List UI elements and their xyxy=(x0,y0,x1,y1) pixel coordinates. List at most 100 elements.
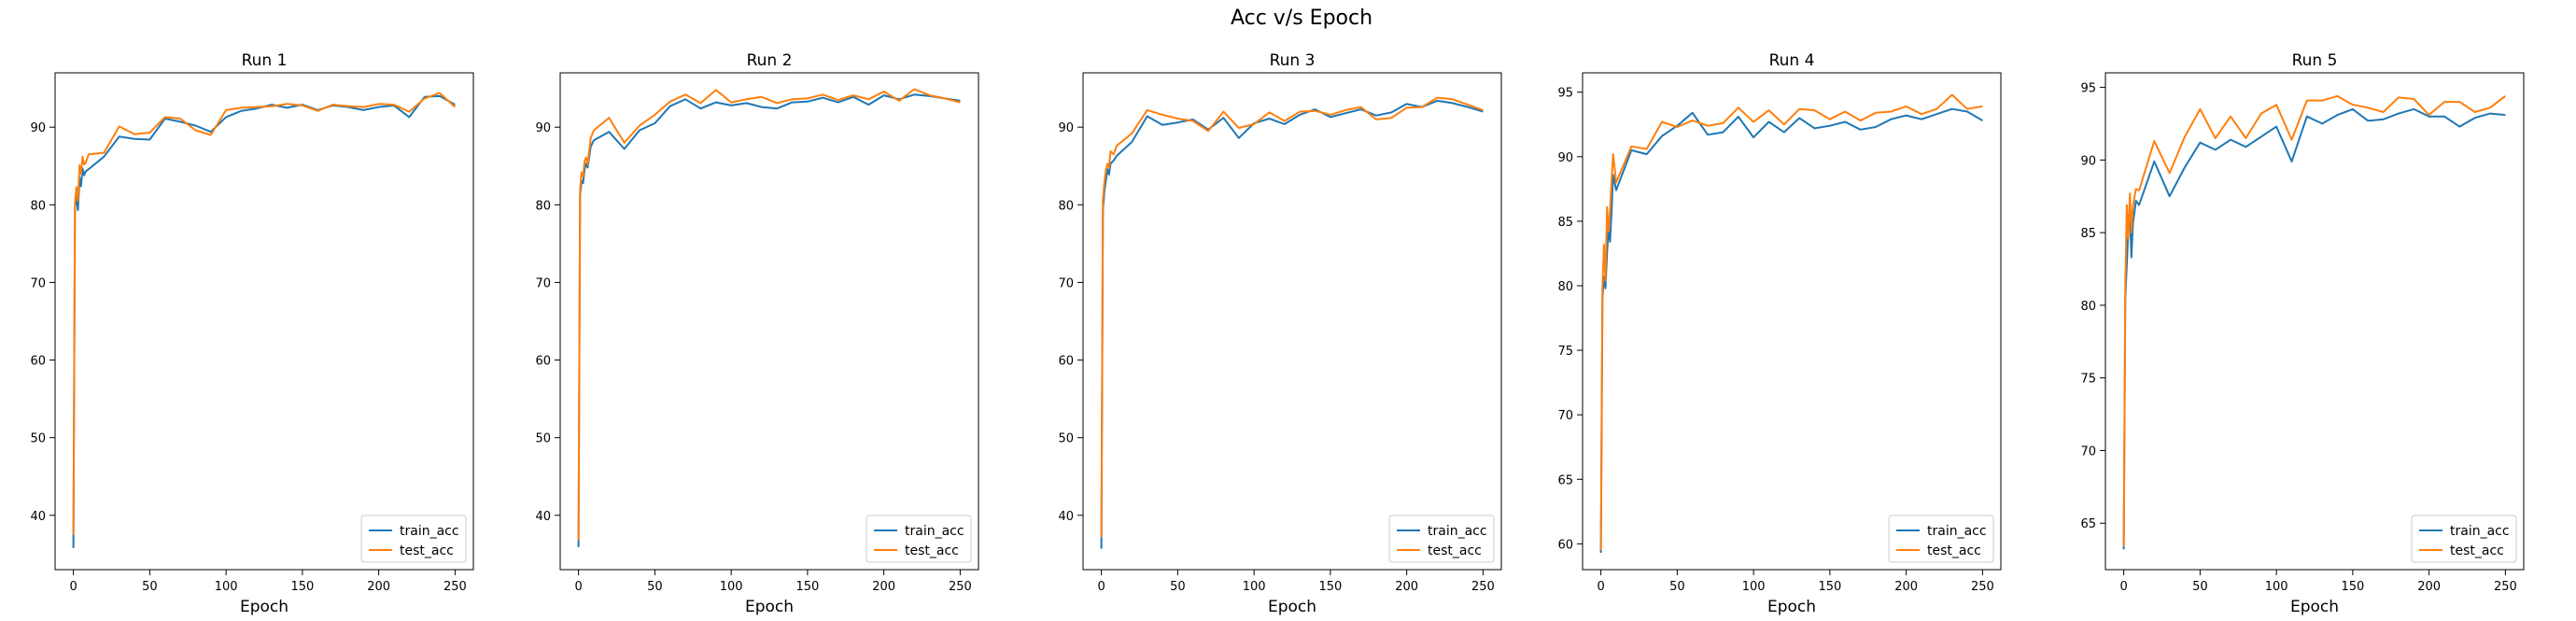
y-tick-label: 50 xyxy=(1058,432,1074,446)
x-tick-label: 100 xyxy=(1742,580,1766,594)
y-tick-label: 70 xyxy=(535,276,551,290)
y-tick-label: 90 xyxy=(535,121,551,135)
x-tick-label: 250 xyxy=(443,580,467,594)
y-tick-label: 75 xyxy=(1557,345,1573,359)
subplot-run-3: Run 3 0 50 100 150 200 250 40 50 60 70 80 90 Epoch tra… xyxy=(1058,51,1502,616)
x-tick-label: 200 xyxy=(367,580,390,594)
y-tick-label: 80 xyxy=(535,199,551,213)
axes-frame xyxy=(559,72,979,571)
x-tick-label: 250 xyxy=(2494,580,2517,594)
legend: train_acc test_acc xyxy=(1888,515,1994,563)
legend-label-train-acc: train_acc xyxy=(1428,524,1487,539)
x-tick-label: 50 xyxy=(2192,580,2208,594)
x-tick-label: 50 xyxy=(1170,580,1186,594)
y-tick-label: 60 xyxy=(535,355,551,369)
series-line-train-acc xyxy=(1599,107,1983,554)
y-tick-label: 90 xyxy=(30,121,46,135)
y-tick-label: 85 xyxy=(1557,216,1573,230)
axes-frame xyxy=(54,72,474,571)
y-tick-label: 85 xyxy=(2080,227,2096,241)
x-tick-label: 0 xyxy=(574,580,582,594)
legend-label-test-acc: test_acc xyxy=(400,543,454,558)
x-tick-label: 50 xyxy=(647,580,663,594)
x-axis-label: Epoch xyxy=(1767,598,1816,616)
x-tick-label: 150 xyxy=(795,580,819,594)
y-tick-label: 90 xyxy=(1058,121,1074,135)
axes-frame xyxy=(1582,72,2002,571)
x-tick-label: 250 xyxy=(1971,580,1994,594)
subplot-title: Run 2 xyxy=(747,51,793,70)
y-tick-label: 95 xyxy=(1557,87,1573,101)
x-tick-label: 100 xyxy=(215,580,238,594)
legend-label-train-acc: train_acc xyxy=(2450,524,2510,539)
x-tick-label: 250 xyxy=(949,580,972,594)
x-tick-label: 50 xyxy=(1669,580,1685,594)
x-tick-label: 200 xyxy=(1395,580,1418,594)
y-tick-label: 60 xyxy=(1058,355,1074,369)
legend-label-test-acc: test_acc xyxy=(2450,543,2504,558)
y-tick-label: 70 xyxy=(1058,276,1074,290)
y-tick-label: 65 xyxy=(1557,473,1573,487)
y-tick-label: 95 xyxy=(2080,82,2096,96)
legend-label-train-acc: train_acc xyxy=(400,524,459,539)
axes-frame xyxy=(2104,72,2525,571)
x-tick-label: 250 xyxy=(1471,580,1495,594)
y-tick-label: 50 xyxy=(30,432,46,446)
y-tick-label: 65 xyxy=(2080,517,2096,531)
x-tick-label: 200 xyxy=(2417,580,2441,594)
x-tick-label: 150 xyxy=(2341,580,2364,594)
series-line-train-acc xyxy=(72,94,456,548)
legend-label-test-acc: test_acc xyxy=(905,543,959,558)
series-line-train-acc xyxy=(577,93,961,547)
y-tick-label: 70 xyxy=(2080,445,2096,459)
legend: train_acc test_acc xyxy=(360,515,467,563)
subplot-run-5: Run 5 0 50 100 150 200 250 65 70 75 80 85 90 95 Epoch t… xyxy=(2080,51,2525,616)
legend: train_acc test_acc xyxy=(2411,515,2517,563)
y-tick-label: 90 xyxy=(2080,154,2096,168)
series-line-train-acc xyxy=(1100,99,1484,549)
subplot-run-4: Run 4 0 50 100 150 200 250 60 65 70 75 80 85 90 95 Epoc… xyxy=(1557,51,2002,616)
x-tick-label: 50 xyxy=(142,580,158,594)
y-tick-label: 70 xyxy=(1557,409,1573,423)
y-tick-label: 75 xyxy=(2080,373,2096,387)
legend: train_acc test_acc xyxy=(1388,515,1495,563)
axes-frame xyxy=(1082,72,1502,571)
x-tick-label: 150 xyxy=(290,580,314,594)
series-line-test-acc xyxy=(577,88,961,541)
y-tick-label: 40 xyxy=(535,510,551,524)
series-line-test-acc xyxy=(1599,93,1983,551)
x-tick-label: 100 xyxy=(720,580,743,594)
subplot-run-2: Run 2 0 50 100 150 200 250 40 50 60 70 80 90 Epoch tra… xyxy=(535,51,979,616)
series-line-train-acc xyxy=(2122,107,2506,550)
subplot-title: Run 3 xyxy=(1270,51,1316,70)
subplot-run-1: Run 1 0 50 100 150 200 250 40 50 60 70 80 90 Epoch tra… xyxy=(30,51,474,616)
x-tick-label: 200 xyxy=(1894,580,1918,594)
y-tick-label: 70 xyxy=(30,276,46,290)
x-axis-label: Epoch xyxy=(745,598,794,616)
y-tick-label: 80 xyxy=(1557,280,1573,294)
x-tick-label: 100 xyxy=(1243,580,1266,594)
y-tick-label: 80 xyxy=(30,199,46,213)
series-line-test-acc xyxy=(2122,94,2507,547)
figure-suptitle: Acc v/s Epoch xyxy=(1231,7,1372,30)
x-tick-label: 0 xyxy=(1597,580,1604,594)
x-tick-label: 200 xyxy=(872,580,895,594)
x-axis-label: Epoch xyxy=(240,598,289,616)
series-line-test-acc xyxy=(72,92,457,535)
y-tick-label: 40 xyxy=(1058,510,1074,524)
x-tick-label: 0 xyxy=(1097,580,1105,594)
y-tick-label: 80 xyxy=(2080,300,2096,314)
x-axis-label: Epoch xyxy=(2290,598,2339,616)
y-tick-label: 40 xyxy=(30,510,46,524)
legend-label-test-acc: test_acc xyxy=(1428,543,1482,558)
x-tick-label: 150 xyxy=(1318,580,1342,594)
x-tick-label: 100 xyxy=(2265,580,2288,594)
y-tick-label: 90 xyxy=(1557,151,1573,165)
y-tick-label: 50 xyxy=(535,432,551,446)
x-axis-label: Epoch xyxy=(1268,598,1316,616)
subplot-title: Run 4 xyxy=(1769,51,1815,70)
subplot-grid: Run 1 0 50 100 150 200 250 40 50 60 70 80 90 Epoch tra… xyxy=(30,51,2525,616)
series-line-test-acc xyxy=(1100,96,1484,538)
x-tick-label: 150 xyxy=(1818,580,1841,594)
